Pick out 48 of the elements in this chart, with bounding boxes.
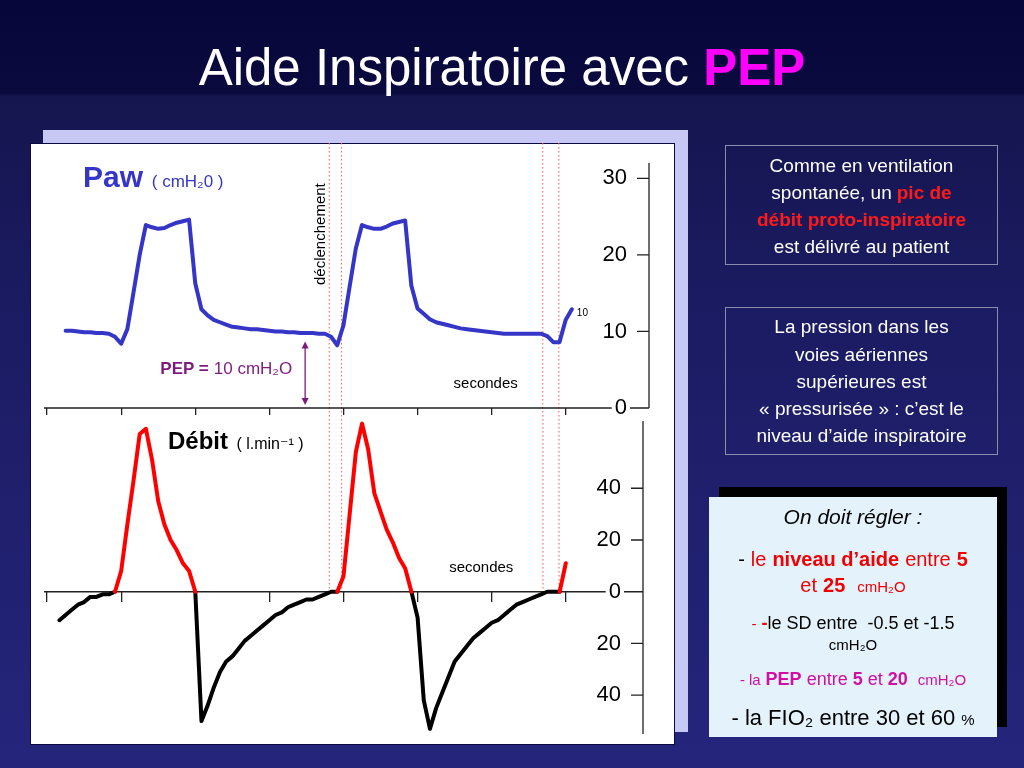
y-tick-label: 20 (596, 526, 621, 552)
y-axis-title: Débit ( l.min⁻¹ ) (168, 427, 304, 454)
text: entre (806, 669, 848, 689)
text: - (761, 613, 768, 633)
text: cmH₂O (857, 578, 906, 595)
text: cmH₂O (917, 671, 967, 688)
y-axis-title: Paw ( cmH₂0 ) (83, 160, 224, 193)
text: pic de (896, 182, 952, 203)
y-tick-label: 30 (602, 164, 627, 190)
y-tick-label: 40 (596, 681, 621, 707)
x-axis-title: secondes (453, 374, 518, 392)
text: entre (905, 548, 951, 570)
y-tick-label: 20 (596, 629, 621, 655)
y-tick-label: 10 (602, 317, 627, 343)
text: cmH₂O (828, 636, 878, 653)
text: la (748, 671, 761, 688)
text: PEP (765, 669, 802, 689)
y-tick-label: 40 (596, 474, 621, 500)
text: - (751, 615, 757, 632)
text: débit proto-inspiratoire (757, 209, 966, 230)
text: 20 (887, 669, 908, 689)
text: 5 (852, 669, 863, 689)
text: Comme en ventilation (769, 155, 954, 176)
y-tick-label: 20 (602, 240, 627, 266)
text: niveau d’aide inspiratoire (756, 425, 967, 446)
annotation: déclenchement (311, 182, 329, 285)
text: La pression dans les (774, 316, 949, 337)
text: 25 (823, 574, 846, 596)
text: le (750, 548, 767, 570)
text: - (738, 548, 745, 570)
text: voies aériennes (794, 344, 929, 365)
text: supérieures est (796, 371, 927, 392)
text: % (961, 711, 975, 728)
text: - (739, 671, 745, 688)
text: spontanée, un (771, 182, 892, 203)
text: et (800, 574, 818, 596)
text: On doit régler : (782, 504, 924, 530)
text: - la FIO₂ entre 30 et 60 (731, 705, 956, 730)
text: et (867, 669, 883, 689)
text: « pressurisée » : c’est le (759, 398, 964, 419)
annotation: 10 (576, 306, 589, 318)
annotation: PEP = 10 cmH₂O (160, 359, 293, 379)
chart-title: Aide Inspiratoire avec PEP (198, 39, 806, 96)
text: le SD entre -0.5 et -1.5 (767, 613, 955, 633)
x-axis-title: secondes (449, 557, 514, 575)
text: niveau d’aide (772, 548, 900, 570)
text: 5 (956, 548, 968, 570)
text: est délivré au patient (773, 236, 950, 257)
